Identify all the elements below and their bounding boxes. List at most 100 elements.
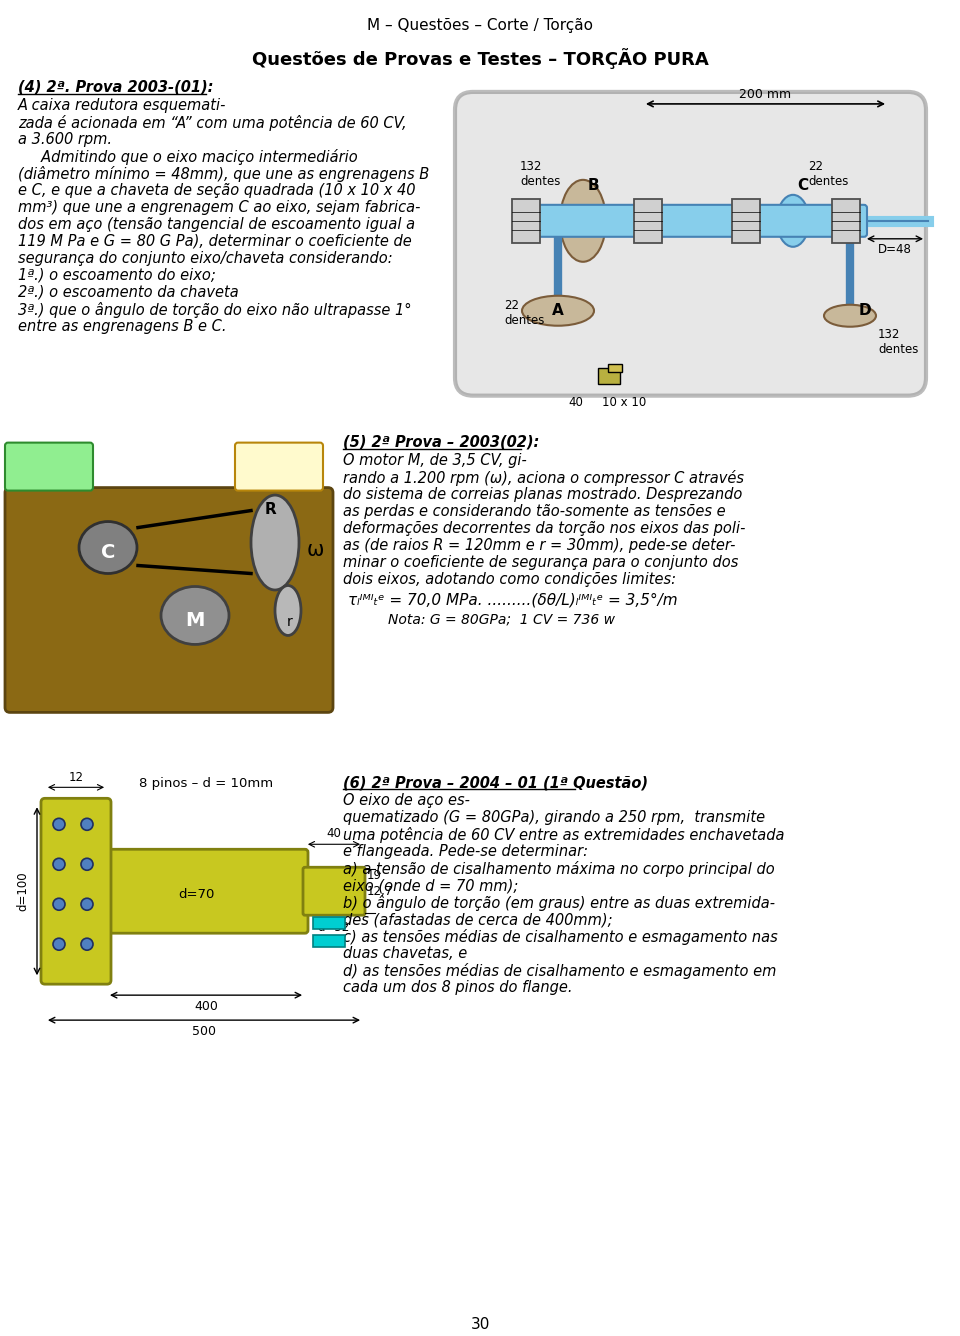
Text: 22
dentes: 22 dentes	[504, 299, 544, 327]
Text: e flangeada. Pede-se determinar:: e flangeada. Pede-se determinar:	[343, 844, 588, 859]
Text: b) o ângulo de torção (em graus) entre as duas extremida-: b) o ângulo de torção (em graus) entre a…	[343, 895, 775, 911]
Text: do sistema de correias planas mostrado. Desprezando: do sistema de correias planas mostrado. …	[343, 486, 742, 501]
Text: quematizado (G = 80GPa), girando a 250 rpm,  transmite: quematizado (G = 80GPa), girando a 250 r…	[343, 811, 765, 826]
Text: ω: ω	[306, 540, 324, 560]
FancyBboxPatch shape	[5, 488, 333, 712]
Ellipse shape	[53, 938, 65, 950]
Text: d) as tensões médias de cisalhamento e esmagamento em: d) as tensões médias de cisalhamento e e…	[343, 963, 777, 979]
Ellipse shape	[275, 585, 301, 636]
Text: a 3.600 rpm.: a 3.600 rpm.	[18, 132, 112, 147]
Text: 12,7: 12,7	[367, 884, 394, 898]
Text: minar o coeficiente de segurança para o conjunto dos: minar o coeficiente de segurança para o …	[343, 554, 738, 569]
Text: 40: 40	[326, 827, 342, 840]
Ellipse shape	[53, 898, 65, 910]
Text: as perdas e considerando tão-somente as tensões e: as perdas e considerando tão-somente as …	[343, 504, 726, 518]
Text: segurança do conjunto eixo/chaveta considerando:: segurança do conjunto eixo/chaveta consi…	[18, 251, 393, 266]
Text: e C, e que a chaveta de seção quadrada (10 x 10 x 40: e C, e que a chaveta de seção quadrada (…	[18, 183, 416, 198]
Text: c) as tensões médias de cisalhamento e esmagamento nas: c) as tensões médias de cisalhamento e e…	[343, 930, 778, 945]
FancyBboxPatch shape	[513, 204, 867, 236]
Ellipse shape	[251, 496, 299, 591]
Ellipse shape	[161, 587, 229, 644]
FancyBboxPatch shape	[455, 92, 926, 395]
Text: des (afastadas de cerca de 400mm);: des (afastadas de cerca de 400mm);	[343, 912, 612, 927]
Text: (4) 2ª. Prova 2003-(01):: (4) 2ª. Prova 2003-(01):	[18, 80, 213, 95]
Text: 2ª.) o escoamento da chaveta: 2ª.) o escoamento da chaveta	[18, 285, 239, 299]
Bar	[608, 363, 622, 371]
Text: C: C	[101, 542, 115, 562]
Text: R: R	[264, 502, 276, 517]
Text: A: A	[552, 303, 564, 318]
Text: D=48: D=48	[878, 243, 912, 255]
Text: Nota: G = 80GPa;  1 CV = 736 w: Nota: G = 80GPa; 1 CV = 736 w	[388, 612, 615, 627]
Text: D = 23 mm: D = 23 mm	[14, 466, 83, 478]
Text: 10 x 10: 10 x 10	[602, 395, 646, 409]
Text: 132
dentes: 132 dentes	[878, 327, 919, 355]
Text: mm³) que une a engrenagem C ao eixo, sejam fabrica-: mm³) que une a engrenagem C ao eixo, sej…	[18, 200, 420, 215]
Text: as (de raios R = 120mm e r = 30mm), pede-se deter-: as (de raios R = 120mm e r = 30mm), pede…	[343, 537, 735, 553]
Ellipse shape	[81, 858, 93, 870]
FancyBboxPatch shape	[5, 442, 93, 490]
Text: A caixa redutora esquemati-: A caixa redutora esquemati-	[18, 98, 227, 114]
Text: a) a tensão de cisalhamento máxima no corpo principal do: a) a tensão de cisalhamento máxima no co…	[343, 862, 775, 878]
Text: d=100: d=100	[16, 871, 30, 911]
Text: (6) 2ª Prova – 2004 – 01 (1ª Questão): (6) 2ª Prova – 2004 – 01 (1ª Questão)	[343, 775, 648, 791]
Text: dois eixos, adotando como condições limites:: dois eixos, adotando como condições limi…	[343, 572, 676, 587]
Text: O motor M, de 3,5 CV, gi-: O motor M, de 3,5 CV, gi-	[343, 453, 527, 468]
Text: 8 pinos – d = 10mm: 8 pinos – d = 10mm	[139, 778, 273, 791]
Ellipse shape	[79, 521, 137, 573]
Ellipse shape	[53, 858, 65, 870]
Ellipse shape	[81, 898, 93, 910]
Text: τₗᴵᴹᴵₜᵉ = 70,0 MPa. .........(δθ/L)ₗᴵᴹᴵₜᵉ = 3,5°/m: τₗᴵᴹᴵₜᵉ = 70,0 MPa. .........(δθ/L)ₗᴵᴹᴵₜ…	[348, 592, 678, 608]
Text: 1ª.) o escoamento do eixo;: 1ª.) o escoamento do eixo;	[18, 267, 216, 283]
Ellipse shape	[81, 938, 93, 950]
Text: cada um dos 8 pinos do flange.: cada um dos 8 pinos do flange.	[343, 981, 572, 995]
Bar	[313, 918, 345, 930]
Text: 200 mm: 200 mm	[739, 88, 791, 102]
Text: duas chavetas, e: duas chavetas, e	[343, 946, 468, 961]
Text: D: D	[858, 303, 872, 318]
Text: Eixo 2: Eixo 2	[14, 450, 57, 464]
Text: D = 16mm: D = 16mm	[244, 466, 308, 478]
FancyBboxPatch shape	[303, 867, 365, 915]
Text: deformações decorrentes da torção nos eixos das poli-: deformações decorrentes da torção nos ei…	[343, 521, 745, 536]
Ellipse shape	[777, 195, 809, 247]
Ellipse shape	[522, 295, 594, 326]
Text: B: B	[588, 178, 599, 194]
Text: M: M	[185, 611, 204, 631]
Text: (diâmetro mínimo = 48mm), que une as engrenagens B: (diâmetro mínimo = 48mm), que une as eng…	[18, 166, 429, 182]
Text: (5) 2ª Prova – 2003(02):: (5) 2ª Prova – 2003(02):	[343, 434, 540, 450]
Text: rando a 1.200 rpm (ω), aciona o compressor C através: rando a 1.200 rpm (ω), aciona o compress…	[343, 469, 744, 485]
Text: 30: 30	[470, 1317, 490, 1332]
Text: d=70: d=70	[178, 887, 214, 900]
Bar	[512, 199, 540, 243]
FancyBboxPatch shape	[41, 799, 111, 985]
Ellipse shape	[53, 819, 65, 830]
Text: dos em aço (tensão tangencial de escoamento igual a: dos em aço (tensão tangencial de escoame…	[18, 216, 415, 232]
Text: eixo (onde d = 70 mm);: eixo (onde d = 70 mm);	[343, 878, 518, 894]
Bar	[598, 367, 620, 383]
Text: 19: 19	[367, 870, 382, 882]
Text: entre as engrenagens B e C.: entre as engrenagens B e C.	[18, 319, 227, 334]
Text: d=52: d=52	[318, 922, 350, 934]
Ellipse shape	[560, 180, 606, 262]
Text: C: C	[798, 178, 808, 194]
Text: Questões de Provas e Testes – TORÇÃO PURA: Questões de Provas e Testes – TORÇÃO PUR…	[252, 48, 708, 69]
Text: 500: 500	[192, 1025, 216, 1038]
Bar	[832, 199, 860, 243]
Text: Admitindo que o eixo maciço intermediário: Admitindo que o eixo maciço intermediári…	[18, 148, 358, 164]
Ellipse shape	[824, 305, 876, 327]
Ellipse shape	[81, 819, 93, 830]
Text: uma potência de 60 CV entre as extremidades enchavetada: uma potência de 60 CV entre as extremida…	[343, 827, 784, 843]
Text: M – Questões – Corte / Torção: M – Questões – Corte / Torção	[367, 17, 593, 33]
Text: r: r	[287, 616, 293, 629]
Bar	[732, 199, 760, 243]
FancyBboxPatch shape	[235, 442, 323, 490]
FancyBboxPatch shape	[104, 850, 308, 934]
Text: 12: 12	[68, 771, 84, 784]
Text: Eixo 1: Eixo 1	[244, 450, 286, 464]
Text: zada é acionada em “A” com uma potência de 60 CV,: zada é acionada em “A” com uma potência …	[18, 115, 407, 131]
Text: 22
dentes: 22 dentes	[808, 160, 849, 188]
Text: 119 M Pa e G = 80 G Pa), determinar o coeficiente de: 119 M Pa e G = 80 G Pa), determinar o co…	[18, 234, 412, 248]
Bar	[313, 935, 345, 947]
Text: 40: 40	[568, 395, 584, 409]
